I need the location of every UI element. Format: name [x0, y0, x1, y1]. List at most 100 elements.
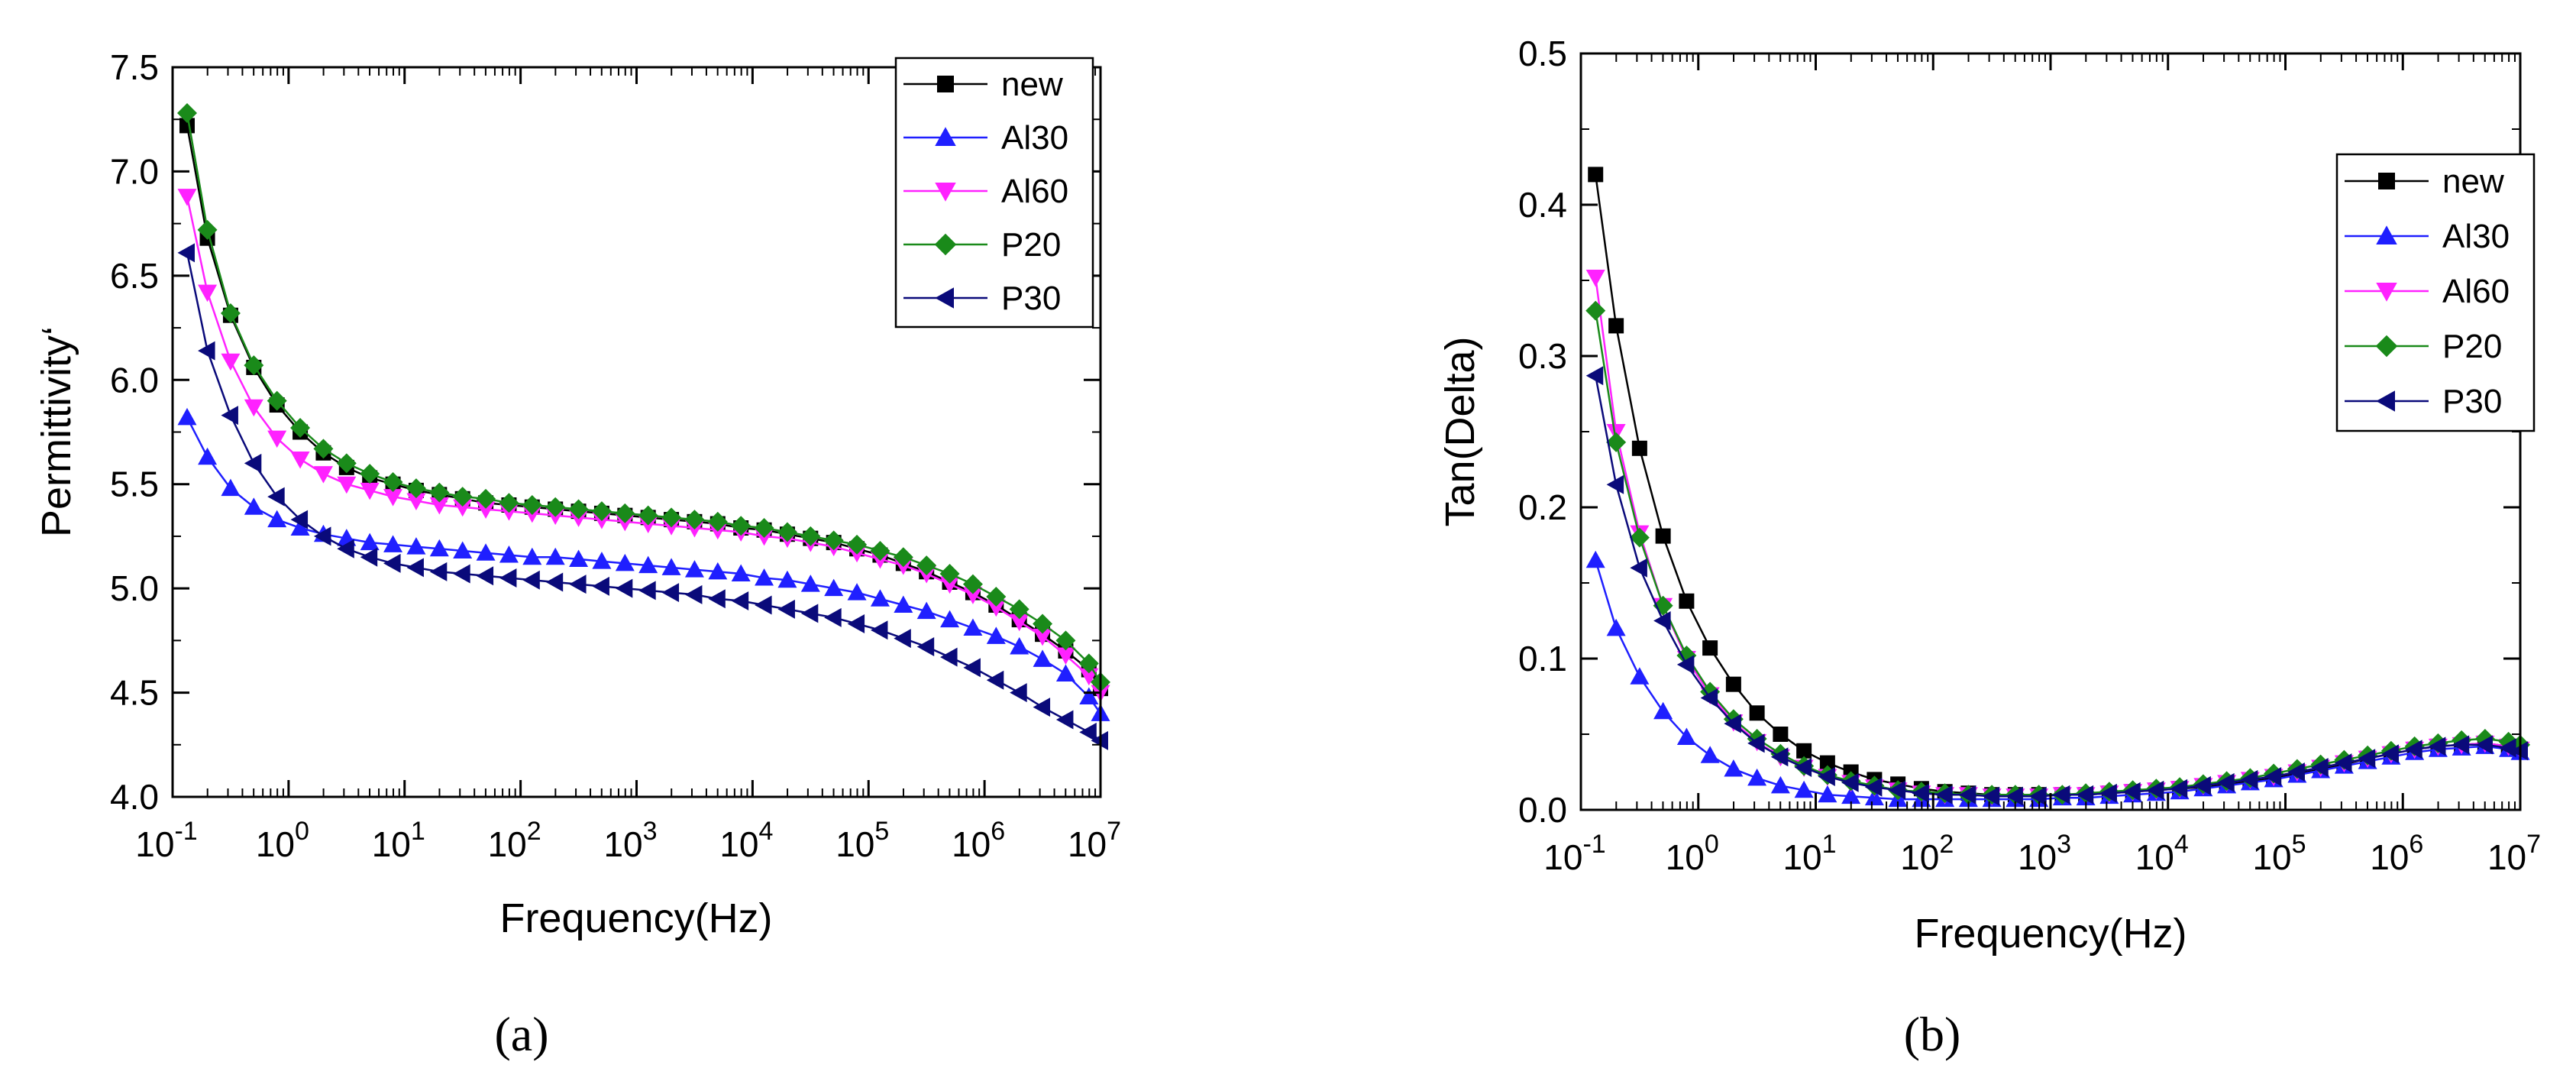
- panel-a-legend-marker-new: [937, 76, 954, 92]
- panel-b-x-tick-label: 102: [1900, 830, 1954, 877]
- panel-b-tan-delta-chart: 10-1 100 101 102 103 104 105 106 107 0.0 0.1 0.2 0.3…: [1437, 34, 2541, 1061]
- panel-a-point-al60: [1033, 628, 1052, 646]
- panel-a-point-al30: [940, 610, 960, 628]
- panel-a-point-p20: [777, 522, 797, 542]
- panel-a-point-al30: [592, 552, 612, 569]
- panel-a-point-p20: [568, 499, 589, 520]
- panel-a-x-tick-label: 100: [256, 817, 309, 864]
- panel-b-point-new: [1819, 755, 1835, 771]
- panel-a-point-al60: [406, 493, 426, 511]
- panel-a-point-al30: [383, 535, 403, 552]
- panel-a-point-al30: [870, 589, 890, 607]
- panel-b-point-p30: [1912, 783, 1929, 803]
- panel-b-legend-label-p30: P30: [2442, 383, 2502, 420]
- panel-a-point-al30: [429, 539, 449, 557]
- panel-a-point-al60: [198, 284, 218, 303]
- panel-a-point-al60: [337, 476, 357, 494]
- panel-a-permittivity-chart: 10-1 100 101 102 103 104 105 106 107 4.0 4.5 5.0 5.5…: [34, 47, 1121, 1061]
- panel-a-point-p30: [360, 547, 378, 567]
- panel-a-point-al60: [290, 451, 310, 469]
- panel-a-point-p30: [894, 629, 911, 649]
- panel-a-point-p20: [360, 464, 380, 484]
- panel-a-point-al30: [453, 541, 473, 559]
- panel-a-legend-label-al60: Al60: [1001, 173, 1068, 210]
- panel-b-point-p30: [1888, 780, 1906, 800]
- panel-a-axes: 10-1 100 101 102 103 104 105 106 107 4.0 4.5 5.0 5.5…: [110, 47, 1121, 864]
- panel-a-x-tick-label: 105: [836, 817, 889, 864]
- panel-a-point-p30: [1010, 683, 1027, 703]
- panel-b-point-p30: [2334, 753, 2352, 773]
- panel-a-point-p20: [197, 219, 218, 240]
- panel-a-point-p20: [939, 564, 960, 584]
- panel-a-point-p30: [684, 584, 703, 604]
- panel-a-point-p30: [267, 487, 285, 507]
- panel-a-legend-label-new: new: [1001, 66, 1063, 103]
- panel-a-point-p20: [1078, 653, 1099, 674]
- panel-b-point-p30: [1700, 688, 1718, 707]
- panel-a-point-p20: [383, 471, 403, 492]
- panel-b-point-al30: [1630, 667, 1650, 685]
- panel-a-point-p20: [545, 497, 566, 517]
- panel-b-point-p30: [2358, 749, 2376, 769]
- panel-a-point-p30: [940, 647, 958, 667]
- panel-a-point-al30: [1010, 637, 1029, 655]
- panel-a-point-p20: [893, 547, 913, 568]
- panel-a-point-al60: [429, 497, 449, 515]
- panel-a-point-al30: [824, 578, 844, 597]
- panel-b-point-p30: [1606, 474, 1624, 494]
- panel-a-point-al30: [986, 626, 1006, 644]
- panel-b-point-al30: [1864, 788, 1884, 806]
- panel-b-x-axis-title: Frequency(Hz): [1914, 911, 2187, 957]
- panel-a-x-tick-label: 10-1: [135, 817, 197, 864]
- panel-a-x-tick-label: 104: [719, 817, 773, 864]
- panel-a-y-tick-label: 4.5: [110, 673, 159, 713]
- panel-a-point-al60: [453, 499, 473, 517]
- panel-b-point-al30: [1585, 550, 1605, 568]
- panel-b-point-p30: [1747, 733, 1765, 753]
- panel-a-point-al60: [313, 466, 333, 484]
- panel-a-x-tick-label: 107: [1068, 817, 1121, 864]
- panel-a-point-p20: [823, 530, 844, 551]
- panel-a-point-p20: [267, 390, 287, 411]
- panel-b-point-p30: [2475, 735, 2493, 755]
- panel-a-legend-marker-p20: [934, 233, 957, 256]
- panel-a-point-al30: [267, 510, 287, 528]
- panel-b-x-tick-label: 106: [2370, 830, 2423, 877]
- panel-a-point-al60: [221, 353, 241, 371]
- panel-a-point-p30: [290, 510, 309, 529]
- panel-a-point-p30: [824, 607, 842, 627]
- panel-a-legend-marker-al60: [935, 183, 956, 202]
- panel-a-point-p20: [847, 534, 868, 555]
- panel-b-legend-marker-al60: [2376, 283, 2397, 302]
- panel-b-point-p20: [1629, 527, 1650, 548]
- panel-a-point-p30: [916, 637, 935, 657]
- panel-a-point-p20: [429, 482, 450, 503]
- panel-a-point-p30: [638, 581, 656, 601]
- panel-a-point-al30: [198, 447, 218, 465]
- panel-a-point-p30: [383, 553, 401, 573]
- panel-b-point-p30: [2428, 737, 2446, 756]
- panel-a-legend-marker-p30: [935, 287, 954, 309]
- panel-a-point-al30: [777, 570, 797, 588]
- panel-b-y-tick-label: 0.5: [1518, 34, 1567, 73]
- panel-a-point-p20: [731, 516, 751, 536]
- panel-b-point-p20: [1585, 300, 1606, 321]
- panel-b-x-tick-label: 104: [2135, 830, 2189, 877]
- panel-a-point-al30: [638, 555, 658, 574]
- panel-a-point-al30: [615, 553, 635, 571]
- panel-a-y-tick-label: 4.0: [110, 777, 159, 817]
- panel-a-point-p30: [708, 589, 726, 609]
- panel-a-point-al60: [267, 430, 287, 448]
- panel-a-point-al60: [1010, 613, 1029, 632]
- panel-a-point-p30: [847, 614, 865, 634]
- panel-b-caption: (b): [1904, 1007, 1961, 1061]
- panel-a-point-al30: [360, 533, 380, 551]
- panel-a-point-p30: [244, 453, 262, 473]
- panel-b-point-p30: [2099, 783, 2117, 803]
- panel-a-point-p20: [476, 488, 496, 509]
- panel-b-plot-area: [1585, 167, 2530, 808]
- panel-b-legend-label-al30: Al30: [2442, 218, 2510, 255]
- panel-a-point-p30: [800, 604, 819, 623]
- panel-b-point-new: [1749, 705, 1765, 721]
- panel-a-point-p20: [684, 510, 705, 530]
